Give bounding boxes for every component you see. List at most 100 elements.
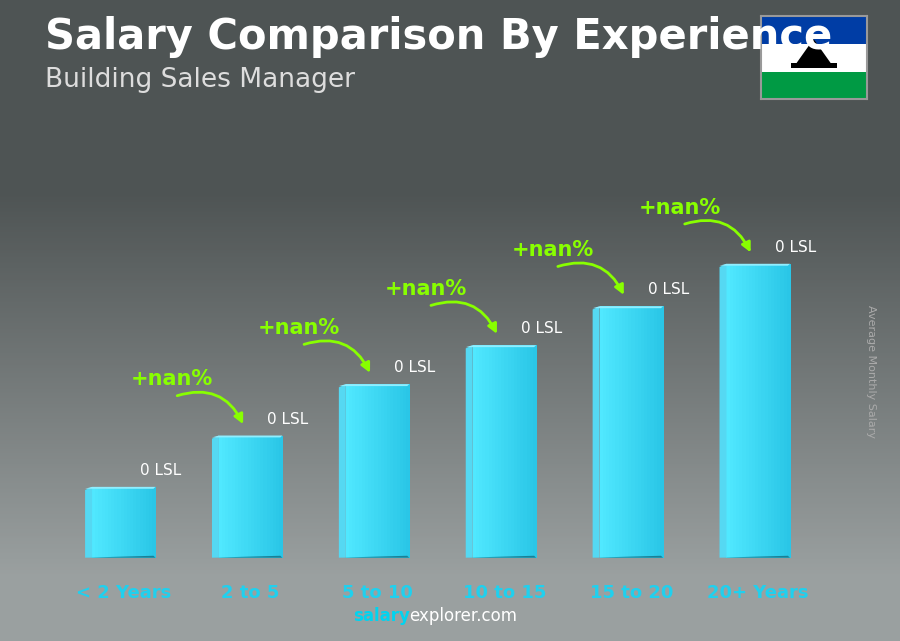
Bar [251, 435, 255, 558]
Polygon shape [592, 306, 599, 558]
Bar [244, 435, 248, 558]
Bar [647, 306, 651, 558]
Bar [603, 306, 607, 558]
Bar [511, 345, 515, 558]
Bar [530, 345, 534, 558]
Bar [92, 487, 96, 558]
Bar [346, 384, 349, 558]
Bar [98, 487, 103, 558]
Bar [104, 487, 109, 558]
Polygon shape [592, 306, 663, 308]
Bar [518, 345, 521, 558]
Bar [599, 306, 603, 558]
Bar [114, 487, 118, 558]
Polygon shape [719, 264, 726, 558]
Bar [371, 384, 375, 558]
Text: +nan%: +nan% [384, 279, 467, 299]
Polygon shape [339, 384, 346, 558]
Polygon shape [719, 556, 790, 558]
Bar [520, 345, 524, 558]
Text: < 2 Years: < 2 Years [76, 584, 171, 603]
Bar [628, 306, 632, 558]
Text: 0 LSL: 0 LSL [648, 283, 689, 297]
Bar [742, 264, 746, 558]
Text: 0 LSL: 0 LSL [521, 321, 562, 337]
Bar [504, 345, 508, 558]
Polygon shape [339, 384, 410, 386]
Bar [108, 487, 112, 558]
Bar [349, 384, 353, 558]
Bar [491, 345, 496, 558]
Bar [133, 487, 137, 558]
Text: Salary Comparison By Experience: Salary Comparison By Experience [45, 16, 832, 58]
Bar [266, 435, 270, 558]
Bar [485, 345, 490, 558]
Bar [638, 306, 642, 558]
Bar [381, 384, 384, 558]
Polygon shape [465, 556, 536, 558]
Bar [352, 384, 356, 558]
Bar [270, 435, 274, 558]
Bar [657, 306, 661, 558]
Bar [622, 306, 626, 558]
Bar [778, 264, 781, 558]
Bar [660, 306, 663, 558]
Bar [524, 345, 527, 558]
Bar [745, 264, 750, 558]
Bar [368, 384, 372, 558]
Bar [749, 264, 752, 558]
Bar [774, 264, 778, 558]
Bar [384, 384, 388, 558]
Bar [397, 384, 400, 558]
Text: 15 to 20: 15 to 20 [590, 584, 673, 603]
Polygon shape [719, 264, 790, 266]
Bar [616, 306, 619, 558]
Polygon shape [86, 487, 92, 558]
Polygon shape [465, 345, 536, 347]
Bar [634, 306, 638, 558]
Bar [356, 384, 359, 558]
Bar [225, 435, 230, 558]
Text: Average Monthly Salary: Average Monthly Salary [866, 305, 877, 438]
Bar [476, 345, 480, 558]
Bar [117, 487, 122, 558]
Bar [124, 487, 128, 558]
Bar [130, 487, 134, 558]
Text: 0 LSL: 0 LSL [394, 360, 436, 376]
Bar [400, 384, 403, 558]
Bar [780, 264, 784, 558]
Bar [760, 16, 867, 44]
Bar [771, 264, 775, 558]
Bar [248, 435, 251, 558]
Bar [378, 384, 382, 558]
Bar [219, 435, 223, 558]
Polygon shape [592, 556, 663, 558]
Bar [358, 384, 363, 558]
Bar [768, 264, 771, 558]
Bar [279, 435, 283, 558]
Bar [235, 435, 238, 558]
Polygon shape [212, 435, 283, 437]
Bar [787, 264, 790, 558]
Bar [143, 487, 147, 558]
Bar [606, 306, 610, 558]
Bar [102, 487, 105, 558]
Bar [625, 306, 629, 558]
Bar [273, 435, 276, 558]
Bar [755, 264, 759, 558]
Bar [406, 384, 410, 558]
Bar [631, 306, 635, 558]
Bar [495, 345, 499, 558]
Bar [231, 435, 236, 558]
Bar [137, 487, 140, 558]
Text: 0 LSL: 0 LSL [267, 412, 309, 427]
Bar [790, 63, 837, 68]
Polygon shape [339, 556, 410, 558]
Bar [526, 345, 530, 558]
Bar [733, 264, 736, 558]
Text: +nan%: +nan% [257, 318, 340, 338]
Text: 2 to 5: 2 to 5 [221, 584, 280, 603]
Bar [482, 345, 486, 558]
Bar [736, 264, 740, 558]
Bar [533, 345, 536, 558]
